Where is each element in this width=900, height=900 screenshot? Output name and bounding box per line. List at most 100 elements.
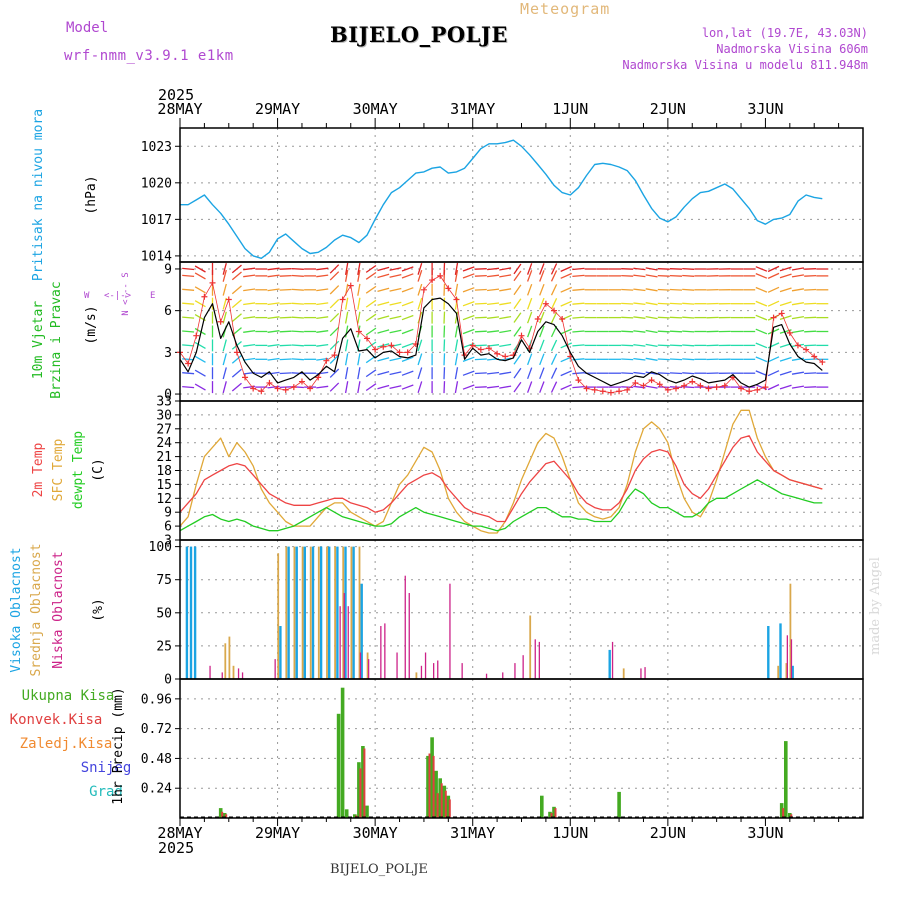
precip-conv-bar [428, 753, 431, 818]
cloud-bar [767, 626, 770, 679]
pressure-series [180, 139, 823, 259]
wind-arrow [222, 297, 227, 310]
top-day-label: 2JUN [650, 100, 686, 118]
wind-arrow [526, 353, 533, 366]
wind-arrow [474, 358, 487, 361]
wind-arrow [365, 313, 377, 322]
wind-arrow [365, 271, 377, 280]
wind-arrow [669, 316, 683, 319]
wind-arrow [513, 263, 522, 275]
wind-arrow [767, 370, 780, 377]
wind-arrow [513, 381, 522, 393]
cloud-bar [424, 652, 427, 679]
cloud-bar [232, 665, 235, 679]
wind-arrow [633, 267, 646, 271]
precip-total-bar [617, 791, 621, 818]
precip-total-bar [336, 713, 341, 819]
cloud-bar [791, 665, 794, 679]
wind-arrow [669, 344, 683, 347]
wind-arrow [222, 353, 227, 366]
wind-arrow [474, 316, 487, 319]
wind-arrow [194, 272, 206, 280]
wind-arrow [182, 288, 195, 291]
wind-arrow [194, 369, 206, 377]
wind-arrow [767, 300, 780, 307]
wind-arrow [222, 367, 227, 380]
lonlat-label: lon,lat (19.7E, 43.03N) [701, 26, 868, 40]
precip-conv-bar [440, 783, 443, 819]
precip-total-bar [442, 785, 447, 818]
precip-total-bar [430, 737, 434, 818]
wind-arrow [791, 329, 805, 334]
wind-arrow [779, 384, 792, 390]
wind-arrow [513, 354, 522, 365]
y-tick-label: 100 [149, 540, 172, 555]
cloud-bar [384, 623, 386, 679]
wind-arrow [779, 315, 792, 321]
panel-border-temperature [179, 400, 864, 541]
cloud-bar [404, 575, 406, 679]
cloud-bar [317, 546, 320, 679]
wind-arrow [560, 370, 572, 377]
wind-arrow [417, 367, 423, 380]
cloud-bar [358, 546, 361, 679]
wind-arrow [550, 284, 558, 296]
wind-arrow [657, 316, 670, 319]
wind-arrow [791, 315, 805, 320]
wind-arrow [462, 384, 475, 390]
wind-arrow [344, 262, 349, 276]
y-tick-label: 50 [156, 606, 172, 621]
cloud-bar [420, 665, 423, 679]
wind-arrow [344, 367, 349, 380]
wind-arrow [329, 326, 340, 337]
cloud-bar [380, 626, 382, 679]
cloud-bar [360, 583, 363, 679]
wind-arrow [377, 329, 390, 334]
wind-arrow [657, 274, 670, 277]
wind-arrow [194, 265, 206, 273]
wind-arrow [487, 288, 500, 292]
wind-arrow [669, 358, 683, 361]
cloud-bar [287, 546, 290, 679]
wind-arrow [401, 300, 414, 307]
y-tick-label: 25 [156, 639, 172, 654]
wind-arrow [357, 353, 361, 366]
wind-arrow [243, 316, 256, 320]
wind-arrow [767, 265, 780, 273]
wind-arrow [487, 267, 500, 271]
y-tick-label: 1023 [141, 140, 172, 155]
wind-arrow [417, 270, 423, 282]
wind-arrow [365, 299, 377, 308]
temp-unit: (C) [91, 458, 106, 481]
wind-arrow [279, 302, 292, 305]
wind-arrow [539, 270, 545, 282]
precip-total-bar [361, 746, 365, 818]
wind-arrow [621, 372, 634, 375]
cloud-bar [786, 635, 788, 679]
wind-arrow [462, 300, 475, 307]
wind-arrow [329, 382, 340, 392]
cloud-bar [344, 546, 347, 679]
top-day-label: 1JUN [552, 100, 588, 118]
wind-arrow [755, 328, 768, 335]
wind-arrow [669, 288, 683, 291]
wind-arrow [526, 325, 533, 338]
wind-arrow [499, 302, 512, 306]
wind-arrow [499, 315, 512, 320]
cloud-bar [295, 546, 298, 679]
pressure-line [180, 139, 823, 259]
gust-marker [819, 359, 826, 366]
wind-arrow [513, 312, 522, 323]
top-day-label: 3JUN [747, 100, 783, 118]
wind-arrow [791, 385, 805, 389]
bottom-day-label: 31MAY [450, 824, 495, 842]
wind-arrow [243, 357, 256, 361]
wind-arrow [389, 287, 402, 292]
wind-arrow [344, 311, 349, 324]
cloud-series [180, 546, 863, 680]
cloud-bar [437, 660, 439, 679]
cloud-bar [485, 673, 488, 679]
precip-total-bar [779, 803, 784, 818]
wind-arrow [389, 273, 402, 278]
